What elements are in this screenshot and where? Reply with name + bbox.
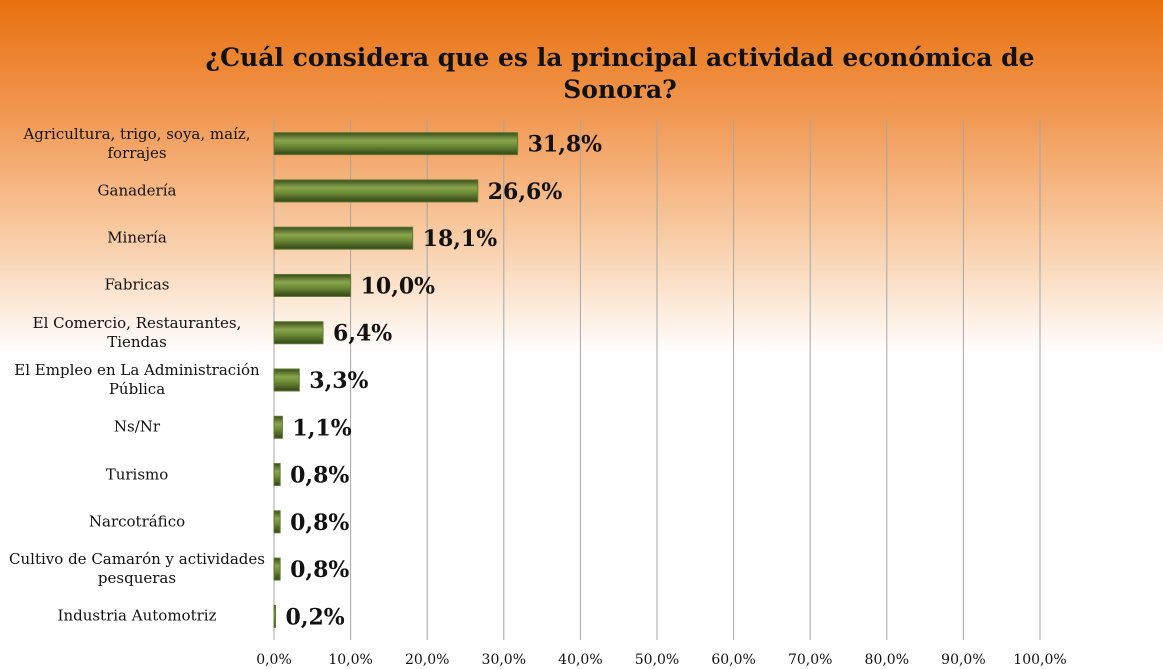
data-label: 0,8% xyxy=(290,463,349,489)
bar xyxy=(273,510,281,534)
data-label: 31,8% xyxy=(528,132,603,158)
data-label: 3,3% xyxy=(309,368,368,394)
bar xyxy=(273,321,324,345)
bar xyxy=(273,463,281,487)
bar xyxy=(273,226,414,250)
x-tick-label: 60,0% xyxy=(711,652,755,668)
y-tick-label: Turismo xyxy=(105,465,169,484)
y-tick-label: Minería xyxy=(107,228,167,247)
bar xyxy=(273,273,352,297)
bar xyxy=(273,132,519,156)
chart-title: ¿Cuál considera que es la principal acti… xyxy=(205,43,1035,104)
data-label: 18,1% xyxy=(423,226,498,252)
bar xyxy=(273,557,281,581)
x-tick-label: 70,0% xyxy=(788,652,832,668)
y-tick-label: Narcotráfico xyxy=(88,512,186,531)
y-tick-label: Agricultura, trigo, soya, maíz, forrajes xyxy=(23,124,251,162)
x-tick-label: 40,0% xyxy=(558,652,602,668)
data-label: 26,6% xyxy=(488,179,563,205)
x-tick-label: 0,0% xyxy=(256,652,292,668)
data-label: 0,8% xyxy=(290,510,349,536)
data-label: 0,2% xyxy=(286,604,345,630)
data-label: 6,4% xyxy=(333,321,392,347)
bar xyxy=(273,604,277,628)
x-tick-label: 80,0% xyxy=(865,652,909,668)
bar xyxy=(273,368,300,392)
data-label: 0,8% xyxy=(290,557,349,583)
bar xyxy=(273,415,283,439)
y-tick-label: Fabricas xyxy=(104,275,170,294)
data-label: 1,1% xyxy=(292,415,351,441)
y-tick-label: Ganadería xyxy=(97,181,177,200)
x-tick-label: 20,0% xyxy=(405,652,449,668)
x-tick-label: 30,0% xyxy=(482,652,526,668)
y-tick-label: Ns/Nr xyxy=(113,417,161,436)
x-tick-label: 10,0% xyxy=(328,652,372,668)
x-tick-label: 50,0% xyxy=(635,652,679,668)
y-tick-label: Cultivo de Camarón y actividades pesquer… xyxy=(9,550,265,588)
x-tick-label: 90,0% xyxy=(941,652,985,668)
data-label: 10,0% xyxy=(361,273,436,299)
x-tick-label: 100,0% xyxy=(1013,652,1066,668)
y-tick-label: Industria Automotriz xyxy=(57,606,217,625)
y-tick-label: El Empleo en La Administración Pública xyxy=(14,361,260,398)
bar xyxy=(273,179,479,203)
y-tick-label: El Comercio, Restaurantes, Tiendas xyxy=(32,313,242,351)
